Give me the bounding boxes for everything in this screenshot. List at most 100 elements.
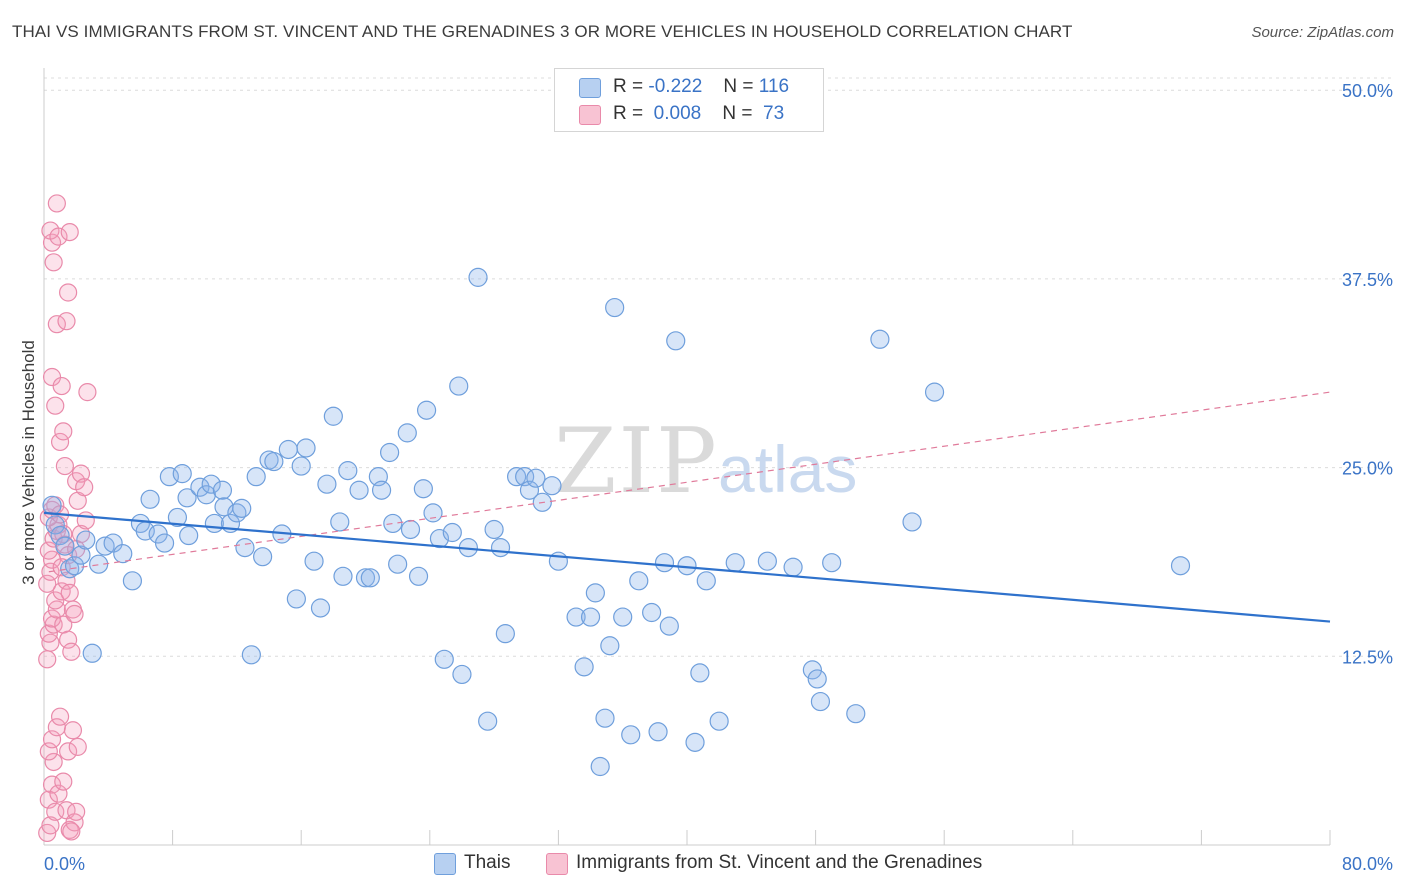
thais-point [71, 545, 91, 565]
thais-point [519, 480, 540, 500]
thais-point [400, 519, 421, 540]
bottom-legend-label-svg: Immigrants from St. Vincent and the Gren… [576, 852, 983, 873]
thais-point [190, 477, 210, 497]
thais-point [807, 669, 827, 689]
tick-labels: 12.5% 25.0% 37.5% 50.0% 0.0% 80.0% 3 or more V… [19, 81, 1393, 874]
thais-point [397, 423, 417, 443]
thais-point [648, 722, 668, 742]
bottom-legend-label-thais: Thais [464, 852, 511, 873]
legend-swatch-svg [579, 105, 601, 125]
thais-point [371, 480, 392, 500]
svg-point [46, 591, 65, 610]
thais-point [870, 329, 890, 349]
legend-swatch-thais [579, 78, 601, 98]
svg-point [50, 707, 70, 726]
thais-point [388, 554, 408, 574]
y-tick-label: 25.0% [1342, 459, 1393, 479]
y-axis-title: 3 or more Vehicles in Household [19, 340, 38, 585]
thais-point [613, 607, 633, 627]
svg-point [47, 600, 66, 619]
legend-n-label: N = [723, 76, 754, 97]
thais-point [201, 474, 221, 494]
legend-n-value-thais: 116 [758, 76, 790, 97]
svg-point [78, 383, 97, 402]
thais-point [709, 711, 729, 731]
legend-r-value-svg: 0.008 [653, 103, 702, 124]
thais-point [802, 660, 822, 680]
thais-point [846, 704, 866, 724]
thais-point [103, 533, 123, 553]
svg-point [44, 615, 63, 634]
svg-point [71, 464, 91, 483]
thais-point [654, 553, 675, 573]
thais-point [757, 551, 777, 571]
thais-point [246, 467, 266, 487]
thais-point [177, 488, 197, 508]
thais-point [408, 566, 429, 586]
thais-point [423, 503, 443, 523]
thais-point [621, 725, 641, 745]
thais-point [154, 533, 175, 553]
thais-point [212, 480, 233, 500]
thais-point [495, 624, 515, 644]
thais-point [595, 708, 615, 728]
thais-point [76, 530, 96, 550]
thais-point [452, 664, 472, 685]
svg-point [55, 456, 74, 476]
thais-point [585, 583, 605, 603]
svg-point [57, 312, 76, 331]
svg-point [62, 822, 81, 841]
svg-point [44, 752, 63, 772]
correlation-legend: R = -0.222 N = 116 R = 0.008 N = 73 [554, 68, 824, 132]
thais-point [642, 602, 662, 623]
thais-point [338, 461, 358, 481]
thais-point [580, 607, 601, 627]
bottom-legend-swatch-svg [546, 853, 568, 875]
thais-point [291, 456, 311, 476]
svg-point [57, 571, 76, 590]
svg-point [68, 737, 87, 756]
legend-n-value-svg: 73 [763, 103, 785, 124]
bottom-legend-swatch-thais [434, 853, 456, 875]
thais-point [484, 519, 504, 540]
svg-point [38, 574, 57, 593]
thais-point [122, 571, 143, 591]
svg-point [47, 194, 66, 213]
thais-point [323, 406, 343, 426]
thais-point [605, 297, 625, 318]
thais-point [241, 645, 261, 665]
thais-point [179, 525, 199, 546]
y-tick-label: 12.5% [1342, 647, 1393, 667]
svg-point [60, 222, 79, 242]
thais-point [360, 568, 380, 588]
thais-point [600, 636, 620, 656]
svg-point [42, 609, 62, 628]
thais-point [317, 474, 337, 494]
svg-point [65, 604, 84, 624]
thais-point [253, 547, 273, 567]
legend-n-label: N = [722, 103, 753, 124]
svg-point [49, 227, 68, 246]
svg-point [52, 376, 71, 396]
x-tick-label-max: 80.0% [1342, 854, 1393, 874]
thais-trend-line [43, 511, 1331, 623]
thais-point [413, 479, 433, 499]
thais-point [380, 442, 400, 463]
thais-point [64, 556, 85, 576]
thais-point [1170, 556, 1191, 576]
thais-point [383, 513, 403, 534]
thais-point [286, 589, 306, 609]
thais-point [574, 657, 594, 677]
svg-point [59, 630, 78, 649]
svg-point [63, 721, 83, 740]
thais-point [810, 691, 831, 712]
y-tick-label: 37.5% [1342, 270, 1393, 290]
thais-point [296, 438, 316, 458]
y-tick-label: 50.0% [1342, 81, 1393, 101]
thais-point [442, 522, 462, 543]
thais-points [42, 267, 1191, 777]
thais-point [542, 476, 562, 496]
thais-point [526, 468, 546, 488]
thais-point [355, 568, 376, 588]
thais-point [690, 663, 710, 683]
